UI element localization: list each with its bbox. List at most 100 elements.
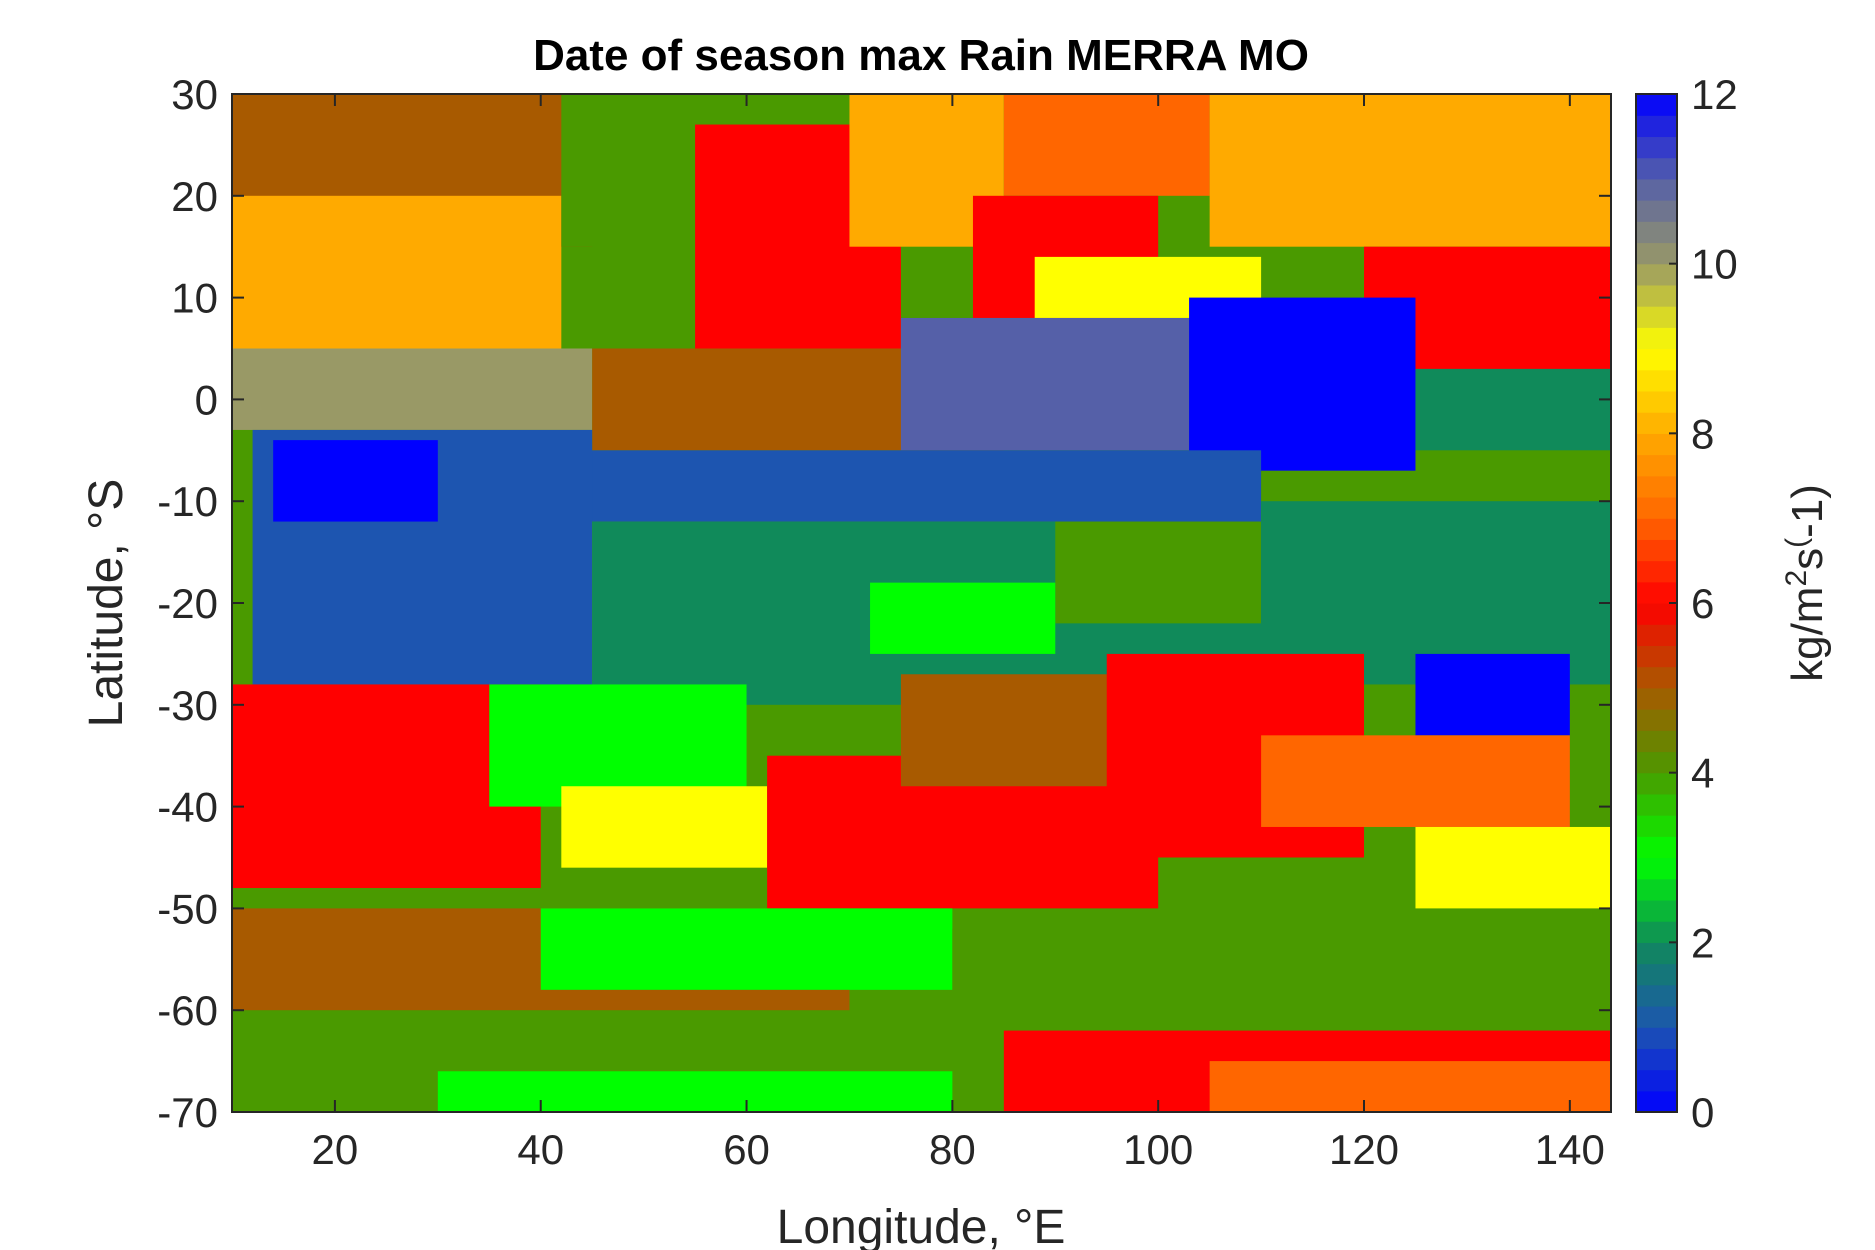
- colorbar-segment: [1636, 984, 1677, 1007]
- heatmap-region-16: [540, 450, 1262, 522]
- colorbar-segment: [1636, 263, 1677, 286]
- y-axis-label: Latitude, °S: [80, 479, 133, 728]
- colorbar-segment: [1636, 348, 1677, 371]
- colorbar-segment: [1636, 899, 1677, 922]
- colorbar-segment: [1636, 772, 1677, 795]
- colorbar-segment: [1636, 327, 1677, 350]
- heatmap-region-33: [540, 908, 953, 990]
- colorbar-segment: [1636, 475, 1677, 498]
- y-tick-label: -10: [157, 478, 218, 525]
- colorbar-segment: [1636, 94, 1677, 116]
- colorbar-segment: [1636, 157, 1677, 180]
- colorbar-segment: [1636, 178, 1677, 201]
- heatmap-region-15: [1415, 368, 1611, 451]
- colorbar-segment: [1636, 666, 1677, 689]
- colorbar-segment: [1636, 200, 1677, 222]
- heatmap-region-31: [1415, 826, 1611, 909]
- colorbar-segment: [1636, 624, 1677, 647]
- colorbar-segment: [1636, 221, 1677, 244]
- colorbar-segment: [1636, 942, 1677, 965]
- colorbar-segment: [1636, 645, 1677, 668]
- colorbar-segment: [1636, 581, 1677, 604]
- colorbar-tick-label: 8: [1691, 410, 1714, 457]
- colorbar-tick-label: 10: [1691, 241, 1738, 288]
- x-tick-label: 80: [929, 1126, 976, 1173]
- colorbar-tick-label: 0: [1691, 1089, 1714, 1136]
- colorbar-segment: [1636, 603, 1677, 625]
- colorbar-segment: [1636, 730, 1677, 753]
- colorbar-segment: [1636, 496, 1677, 519]
- colorbar-segment: [1636, 518, 1677, 540]
- colorbar-label: kg/m2s(-1): [1780, 484, 1833, 682]
- y-axis: 30 20 10 0 -10 -20 -30 -40 -50 -60 -70: [157, 71, 1611, 1136]
- y-tick-label: -70: [157, 1089, 218, 1136]
- y-tick-label: -40: [157, 784, 218, 831]
- colorbar-tick-label: 4: [1691, 750, 1714, 797]
- x-axis: 20 40 60 80 100 120 140: [312, 94, 1605, 1173]
- x-tick-label: 120: [1329, 1126, 1399, 1173]
- colorbar-segment: [1636, 836, 1677, 859]
- y-tick-label: 10: [171, 275, 218, 322]
- colorbar-segment: [1636, 433, 1677, 456]
- colorbar-segment: [1636, 369, 1677, 392]
- colorbar-segment: [1636, 751, 1677, 774]
- x-tick-label: 140: [1535, 1126, 1605, 1173]
- colorbar-segment: [1636, 709, 1677, 731]
- x-tick-label: 100: [1123, 1126, 1193, 1173]
- colorbar-segment: [1636, 454, 1677, 477]
- heatmap-region-14: [1189, 297, 1416, 471]
- colorbar-segment: [1636, 1048, 1677, 1071]
- heatmap-region-7: [1003, 94, 1210, 196]
- colorbar-segment: [1636, 1090, 1677, 1113]
- heatmap-region-2: [232, 195, 562, 349]
- heatmap-region-30: [1261, 735, 1570, 827]
- heatmap-region-13: [900, 317, 1190, 451]
- colorbar-segment: [1636, 560, 1677, 583]
- y-tick-label: 20: [171, 173, 218, 220]
- heatmap-region-24: [232, 684, 541, 889]
- y-tick-label: -60: [157, 987, 218, 1034]
- x-tick-label: 60: [723, 1126, 770, 1173]
- colorbar-segment: [1636, 1069, 1677, 1092]
- heatmap-region-9: [1209, 94, 1611, 247]
- heatmap-region-4: [561, 94, 696, 247]
- heatmap-region-26: [561, 786, 768, 868]
- x-tick-label: 40: [517, 1126, 564, 1173]
- colorbar-segment: [1636, 1027, 1677, 1049]
- x-tick-label: 20: [312, 1126, 359, 1173]
- y-tick-label: 30: [171, 71, 218, 118]
- x-axis-label: Longitude, °E: [777, 1201, 1066, 1250]
- heatmap-region-37: [437, 1071, 953, 1112]
- chart-title: Date of season max Rain MERRA MO: [533, 31, 1309, 80]
- y-tick-label: -30: [157, 682, 218, 729]
- colorbar-segment: [1636, 815, 1677, 837]
- colorbar-segment: [1636, 284, 1677, 307]
- heatmap-region-36: [1209, 1061, 1611, 1112]
- heatmap-area: [232, 94, 1611, 1112]
- colorbar-segment: [1636, 878, 1677, 901]
- heatmap-region-20: [1055, 521, 1262, 624]
- colorbar-segment: [1636, 242, 1677, 265]
- colorbar-tick-label: 6: [1691, 580, 1714, 627]
- colorbar-segment: [1636, 136, 1677, 159]
- colorbar-segment: [1636, 963, 1677, 986]
- y-tick-label: 0: [195, 376, 218, 423]
- heatmap-region-34: [952, 928, 1611, 1031]
- colorbar-segment: [1636, 1005, 1677, 1028]
- colorbar-segment: [1636, 539, 1677, 562]
- colorbar: 0 2 4 6 8 10 12: [1635, 71, 1738, 1136]
- colorbar-segment: [1636, 390, 1677, 413]
- colorbar-tick-label: 12: [1691, 71, 1738, 118]
- y-tick-label: -20: [157, 580, 218, 627]
- heatmap-region-3: [232, 348, 593, 430]
- colorbar-segment: [1636, 115, 1677, 138]
- heatmap-region-21: [870, 582, 1056, 654]
- y-tick-label: -50: [157, 885, 218, 932]
- colorbar-segment: [1636, 857, 1677, 880]
- heatmap-region-18: [273, 440, 438, 522]
- colorbar-segment: [1636, 793, 1677, 816]
- colorbar-segment: [1636, 687, 1677, 710]
- colorbar-segment: [1636, 921, 1677, 943]
- colorbar-segment: [1636, 412, 1677, 434]
